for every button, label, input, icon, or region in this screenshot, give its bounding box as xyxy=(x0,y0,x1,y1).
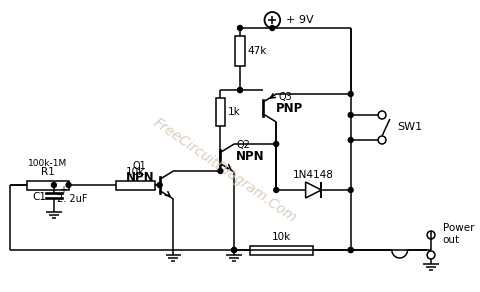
Circle shape xyxy=(348,248,353,253)
Circle shape xyxy=(232,248,237,253)
Text: FreeCircuitDiagram.Com: FreeCircuitDiagram.Com xyxy=(151,115,300,225)
Bar xyxy=(27,180,69,190)
Circle shape xyxy=(427,251,435,259)
Circle shape xyxy=(238,88,242,93)
Text: Power: Power xyxy=(443,223,474,233)
Circle shape xyxy=(232,248,237,253)
Text: 10k: 10k xyxy=(272,232,291,242)
Circle shape xyxy=(348,187,353,192)
Circle shape xyxy=(378,136,386,144)
Bar xyxy=(235,36,245,66)
Circle shape xyxy=(157,182,162,187)
Circle shape xyxy=(270,25,275,30)
Text: 100k-1M: 100k-1M xyxy=(28,159,68,168)
Bar xyxy=(216,98,225,126)
Circle shape xyxy=(51,182,56,187)
Text: NPN: NPN xyxy=(126,171,155,184)
Text: 10k: 10k xyxy=(126,167,145,177)
Text: 47k: 47k xyxy=(248,46,267,56)
Bar xyxy=(116,180,155,190)
Circle shape xyxy=(427,231,435,239)
Text: PNP: PNP xyxy=(276,102,303,115)
Circle shape xyxy=(218,168,223,173)
Text: +: + xyxy=(59,185,67,195)
Polygon shape xyxy=(306,182,321,198)
Text: Q3: Q3 xyxy=(278,92,292,102)
Text: 1N4148: 1N4148 xyxy=(293,170,334,180)
Circle shape xyxy=(238,25,242,30)
Text: + 9V: + 9V xyxy=(286,15,313,25)
Bar xyxy=(250,246,313,255)
Text: 1k: 1k xyxy=(228,107,241,117)
Circle shape xyxy=(238,88,242,93)
Circle shape xyxy=(274,142,279,147)
Text: Q1: Q1 xyxy=(132,161,146,171)
Text: R1: R1 xyxy=(41,167,55,177)
Circle shape xyxy=(348,112,353,117)
Text: Q2: Q2 xyxy=(236,140,250,150)
Circle shape xyxy=(274,187,279,192)
Text: NPN: NPN xyxy=(236,150,264,163)
Text: 2. 2uF: 2. 2uF xyxy=(57,194,87,204)
Circle shape xyxy=(378,111,386,119)
Text: SW1: SW1 xyxy=(398,122,423,132)
Circle shape xyxy=(348,91,353,96)
Circle shape xyxy=(348,248,353,253)
Text: out: out xyxy=(443,235,460,245)
Text: C1: C1 xyxy=(32,192,47,202)
Circle shape xyxy=(348,138,353,142)
Circle shape xyxy=(66,182,71,187)
